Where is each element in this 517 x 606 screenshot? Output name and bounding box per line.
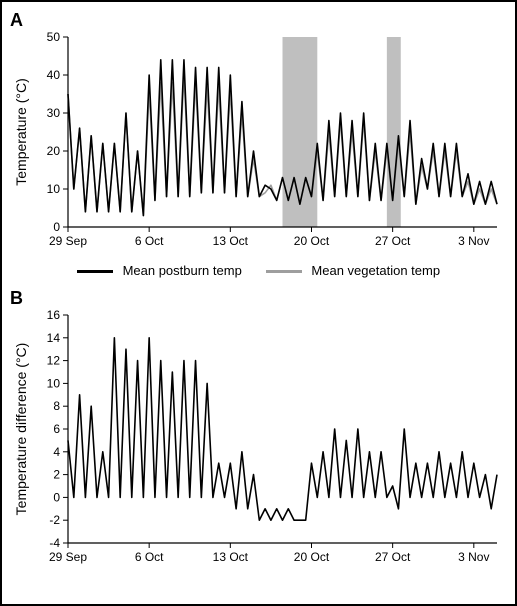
svg-text:29 Sep: 29 Sep [49,234,87,248]
svg-text:3 Nov: 3 Nov [458,550,489,564]
svg-text:29 Sep: 29 Sep [49,550,87,564]
svg-text:6 Oct: 6 Oct [135,550,164,564]
legend-swatch [77,270,113,273]
svg-text:50: 50 [47,31,61,44]
svg-text:30: 30 [47,106,61,120]
panel-b-label: B [10,288,507,309]
temperature-difference-chart: -4 -2 0 2 4 6 8 10 12 14 16 29 Sep 6 Oct 13 Oct 20 Oct… [10,309,507,577]
svg-text:27 Oct: 27 Oct [375,234,411,248]
legend-item-postburn: Mean postburn temp [77,263,242,278]
svg-text:10: 10 [47,182,61,196]
chart-a-legend: Mean postburn temp Mean vegetation temp [10,263,507,278]
figure-frame: A 0102030405029 Sep6 Oct13 Oct20 Oct27 O… [0,0,517,606]
svg-text:-4: -4 [49,536,60,550]
svg-text:0: 0 [53,490,60,504]
temperature-chart: 0 10 20 30 40 50 29 Sep 6 Oct 13 Oct 20 Oct 27 Oct… [10,31,507,261]
legend-swatch [266,270,302,273]
svg-text:-2: -2 [49,513,60,527]
svg-text:14: 14 [47,331,61,345]
svg-text:13 Oct: 13 Oct [213,550,249,564]
svg-text:40: 40 [47,68,61,82]
svg-text:4: 4 [53,445,60,459]
panel-a-label: A [10,10,507,31]
legend-item-vegetation: Mean vegetation temp [266,263,440,278]
svg-text:0: 0 [53,220,60,234]
svg-text:20: 20 [47,144,61,158]
legend-label: Mean vegetation temp [311,263,440,278]
svg-text:13 Oct: 13 Oct [213,234,249,248]
svg-text:3 Nov: 3 Nov [458,234,489,248]
svg-text:6: 6 [53,422,60,436]
svg-text:27 Oct: 27 Oct [375,550,411,564]
svg-text:20 Oct: 20 Oct [294,550,330,564]
svg-text:6 Oct: 6 Oct [135,234,164,248]
svg-text:12: 12 [47,354,61,368]
svg-text:2: 2 [53,468,60,482]
svg-text:8: 8 [53,399,60,413]
svg-text:10: 10 [47,376,61,390]
svg-text:Temperature (°C): Temperature (°C) [13,78,29,186]
svg-text:20 Oct: 20 Oct [294,234,330,248]
svg-text:Temperature difference (°C): Temperature difference (°C) [13,343,29,516]
legend-label: Mean postburn temp [123,263,242,278]
svg-text:16: 16 [47,309,61,322]
